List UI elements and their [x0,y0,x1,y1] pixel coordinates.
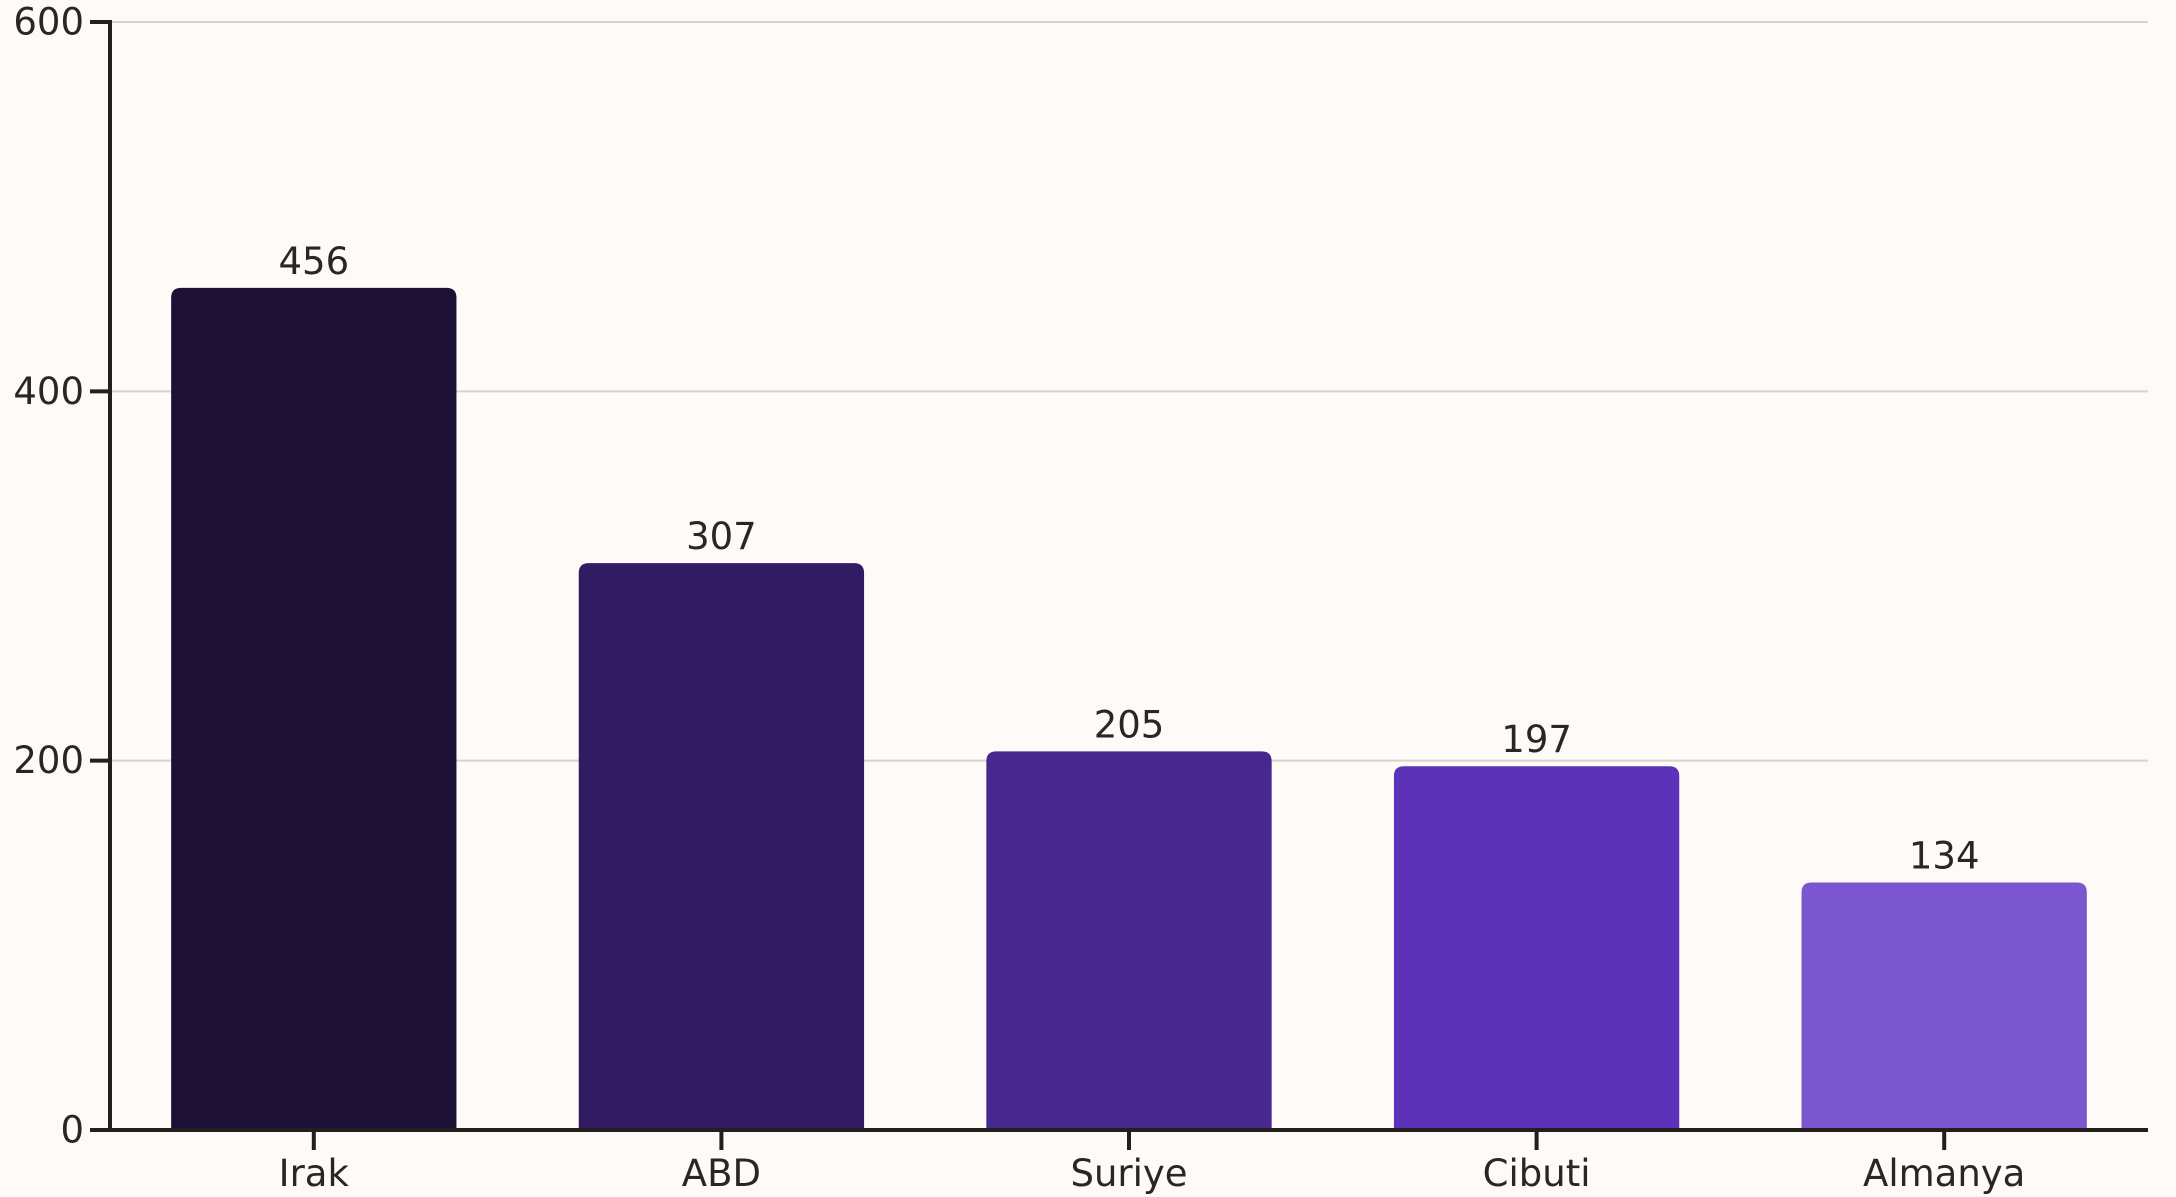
y-axis-ticks: 0 200 400 600 [13,1,110,1152]
y-tick-label-200: 200 [13,739,84,782]
y-tick-label-400: 400 [13,370,84,413]
bar-layer [171,287,2087,1130]
bar-abd [578,563,865,1130]
bar-irak [171,287,457,1130]
y-tick-label-600: 600 [13,1,84,44]
x-tick-label-abd: ABD [682,1152,761,1195]
bar-almanya [1801,882,2087,1130]
value-label-almanya: 134 [1909,835,1980,878]
value-label-cibuti: 197 [1501,718,1572,761]
x-tick-label-irak: Irak [279,1152,350,1195]
x-tick-label-cibuti: Cibuti [1483,1152,1591,1195]
value-label-irak: 456 [278,240,349,283]
value-label-suriye: 205 [1094,703,1165,746]
bar-cibuti [1393,766,1680,1130]
value-labels: 456 307 205 197 134 [278,240,1979,878]
x-tick-label-suriye: Suriye [1070,1152,1187,1195]
y-tick-label-0: 0 [60,1109,84,1152]
x-tick-label-almanya: Almanya [1863,1152,2025,1195]
bar-suriye [986,751,1272,1130]
x-axis-ticks: Irak ABD Suriye Cibuti Almanya [279,1130,2025,1195]
value-label-abd: 307 [686,515,757,558]
